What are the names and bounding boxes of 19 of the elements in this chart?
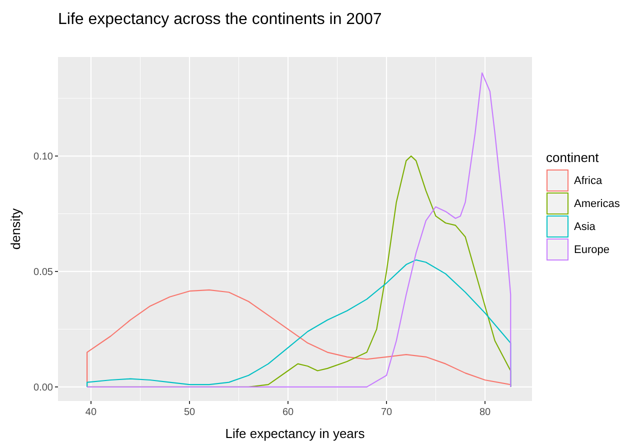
y-tick-label: 0.10 bbox=[34, 152, 54, 163]
x-tick-label: 60 bbox=[282, 407, 294, 418]
y-tick-label: 0.00 bbox=[34, 382, 54, 394]
x-tick-label: 80 bbox=[479, 407, 492, 418]
chart-title: Life expectancy across the continents in 2007 bbox=[58, 11, 382, 28]
legend-label: Europe bbox=[574, 244, 610, 256]
legend-title: continent bbox=[546, 150, 600, 165]
line-series bbox=[86, 72, 512, 388]
legend-label: Americas bbox=[574, 198, 620, 210]
y-tick-label: 0.05 bbox=[34, 266, 54, 278]
legend-label: Africa bbox=[574, 175, 603, 187]
x-axis-title: Life expectancy in years bbox=[225, 426, 366, 441]
line-series bbox=[86, 259, 512, 388]
x-tick-label: 40 bbox=[85, 407, 97, 418]
y-axis-title: density bbox=[8, 208, 23, 250]
x-tick-label: 50 bbox=[184, 407, 196, 418]
line-series bbox=[86, 289, 512, 388]
x-tick-label: 70 bbox=[380, 407, 393, 418]
legend-label: Asia bbox=[574, 221, 596, 233]
